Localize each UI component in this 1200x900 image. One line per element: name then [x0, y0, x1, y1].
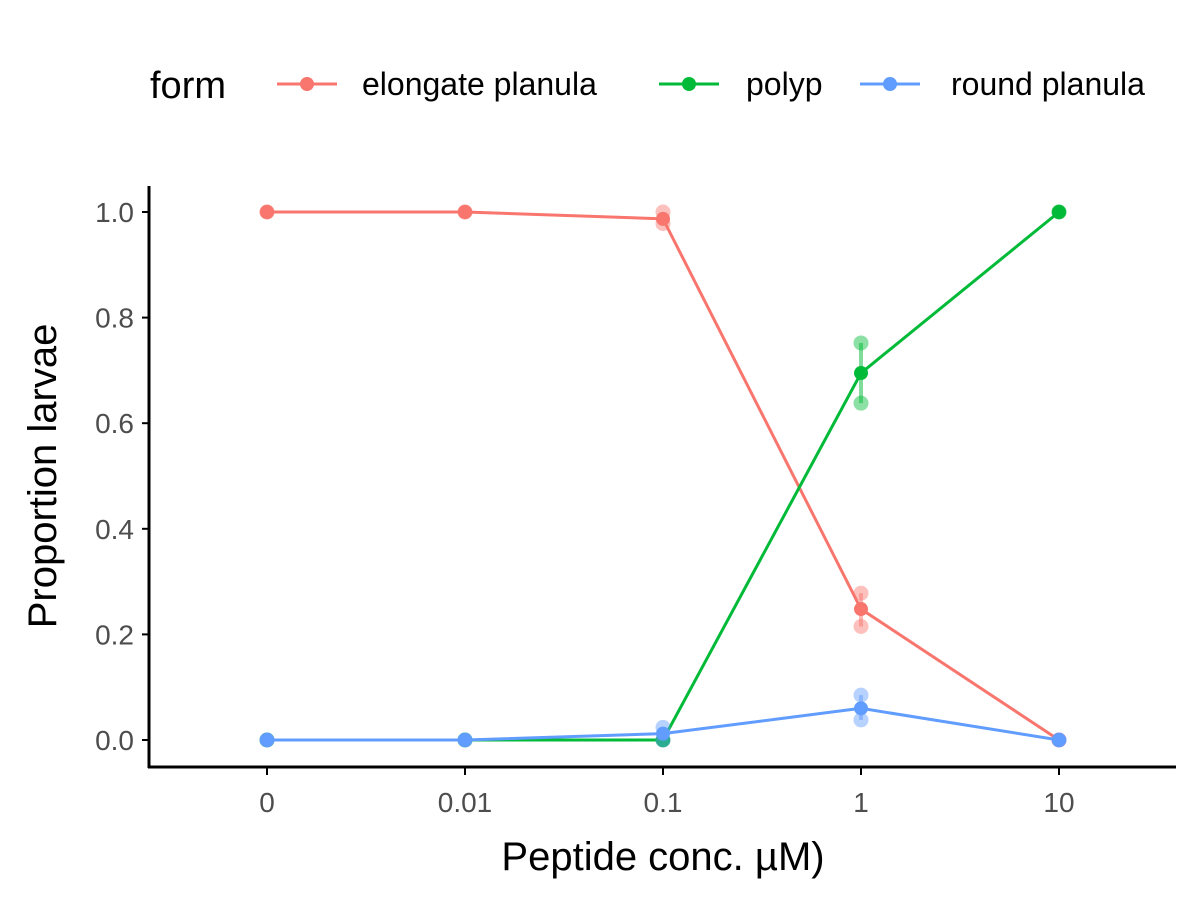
- replicate-point: [853, 335, 869, 351]
- mean-point: [260, 733, 274, 747]
- series-round-planula: [259, 687, 1067, 748]
- legend-item-round-planula: round planula: [860, 66, 1145, 102]
- chart-marks: [259, 204, 1067, 748]
- mean-point: [854, 701, 868, 716]
- y-tick-label: 0.8: [95, 303, 134, 334]
- mean-point: [656, 726, 670, 741]
- y-tick-label: 0.0: [95, 725, 134, 756]
- legend-title: form: [150, 65, 226, 107]
- y-tick-label: 1.0: [95, 197, 134, 228]
- x-tick-label: 0: [259, 787, 275, 818]
- legend-item-elongate-planula: elongate planula: [277, 66, 597, 102]
- replicate-point: [853, 618, 869, 634]
- x-tick-label: 10: [1043, 787, 1074, 818]
- legend-label: elongate planula: [362, 66, 597, 102]
- mean-point: [1052, 733, 1066, 747]
- mean-point: [260, 205, 274, 219]
- replicate-point: [853, 712, 869, 728]
- mean-point: [854, 366, 868, 381]
- series-line: [267, 210, 1060, 742]
- y-axis-title: Proportion larvae: [21, 324, 65, 629]
- replicate-point: [853, 585, 869, 601]
- legend-label: round planula: [951, 66, 1145, 102]
- y-tick-label: 0.4: [95, 514, 134, 545]
- series-elongate-planula: [259, 204, 1067, 748]
- x-axis-title: Peptide conc. µM): [501, 835, 824, 879]
- x-tick-label: 1: [853, 787, 869, 818]
- legend-item-polyp: polyp: [659, 66, 823, 102]
- legend-key-point: [300, 77, 314, 91]
- mean-point: [854, 602, 868, 617]
- mean-point: [656, 211, 670, 226]
- mean-point: [458, 733, 472, 747]
- legend-key-point: [682, 77, 696, 91]
- mean-point: [1052, 205, 1066, 219]
- x-tick-label: 0.1: [644, 787, 683, 818]
- legend-key-point: [883, 77, 897, 91]
- legend-label: polyp: [746, 66, 823, 102]
- y-tick-label: 0.6: [95, 408, 134, 439]
- axis-ticks: 0.0 0.2 0.4 0.6 0.8 1.0 0 0.01 0.1 1 10: [95, 197, 1075, 818]
- mean-point: [458, 205, 472, 219]
- replicate-point: [853, 687, 869, 703]
- replicate-point: [853, 395, 869, 411]
- y-tick-label: 0.2: [95, 619, 134, 650]
- legend: form elongate planula polyp round planul…: [150, 65, 1145, 107]
- x-tick-label: 0.01: [438, 787, 493, 818]
